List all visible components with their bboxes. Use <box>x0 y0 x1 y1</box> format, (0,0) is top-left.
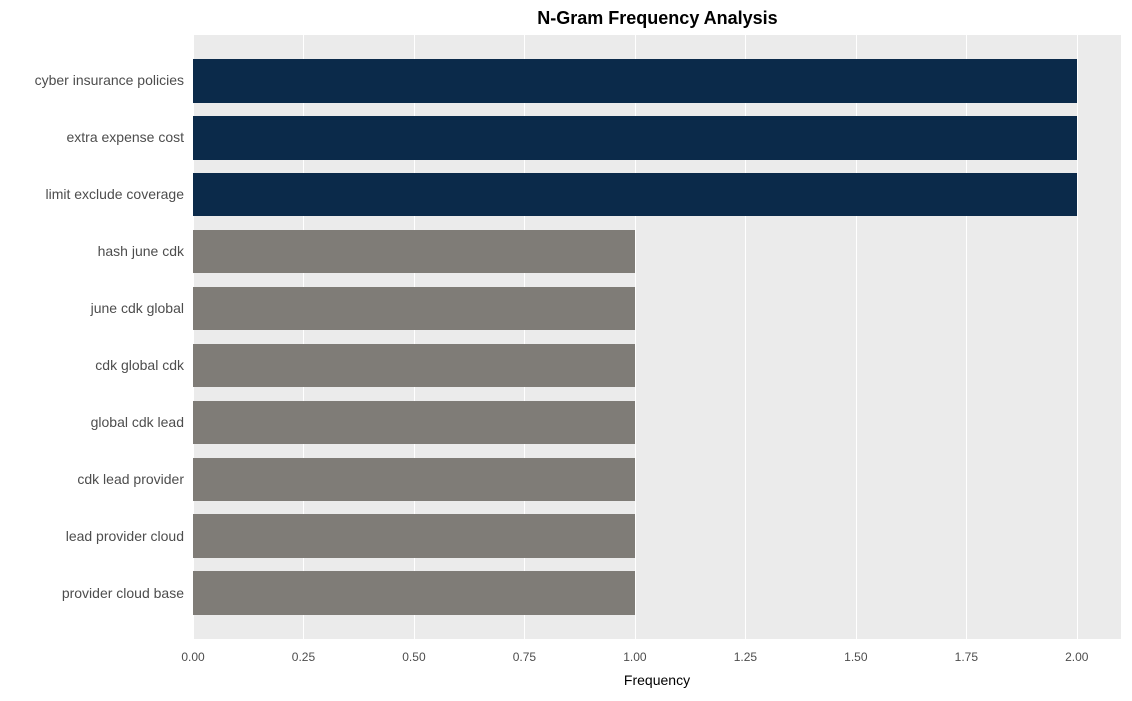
x-tick-label: 1.50 <box>844 650 867 664</box>
bar <box>193 571 635 615</box>
x-tick-label: 0.00 <box>181 650 204 664</box>
y-tick-label: hash june cdk <box>0 223 184 280</box>
bar <box>193 401 635 445</box>
plot-area <box>193 35 1121 639</box>
bar <box>193 173 1077 217</box>
y-tick-label: cdk global cdk <box>0 337 184 394</box>
y-tick-label: provider cloud base <box>0 565 184 622</box>
x-tick-label: 1.25 <box>734 650 757 664</box>
x-tick-label: 1.75 <box>955 650 978 664</box>
y-tick-label: cyber insurance policies <box>0 52 184 109</box>
x-axis-label: Frequency <box>193 672 1121 688</box>
bar <box>193 514 635 558</box>
x-tick-label: 0.50 <box>402 650 425 664</box>
gridline-v <box>1077 35 1078 639</box>
bar <box>193 116 1077 160</box>
y-tick-label: june cdk global <box>0 280 184 337</box>
x-tick-label: 1.00 <box>623 650 646 664</box>
x-tick-label: 0.25 <box>292 650 315 664</box>
x-tick-label: 2.00 <box>1065 650 1088 664</box>
ngram-chart: N-Gram Frequency Analysis cyber insuranc… <box>0 0 1132 701</box>
y-tick-label: extra expense cost <box>0 109 184 166</box>
bar <box>193 59 1077 103</box>
x-tick-label: 0.75 <box>513 650 536 664</box>
y-tick-label: limit exclude coverage <box>0 166 184 223</box>
bar <box>193 458 635 502</box>
bar <box>193 344 635 388</box>
y-tick-label: lead provider cloud <box>0 508 184 565</box>
y-tick-label: global cdk lead <box>0 394 184 451</box>
chart-title: N-Gram Frequency Analysis <box>193 8 1122 29</box>
bar <box>193 230 635 274</box>
y-tick-label: cdk lead provider <box>0 451 184 508</box>
bar <box>193 287 635 331</box>
